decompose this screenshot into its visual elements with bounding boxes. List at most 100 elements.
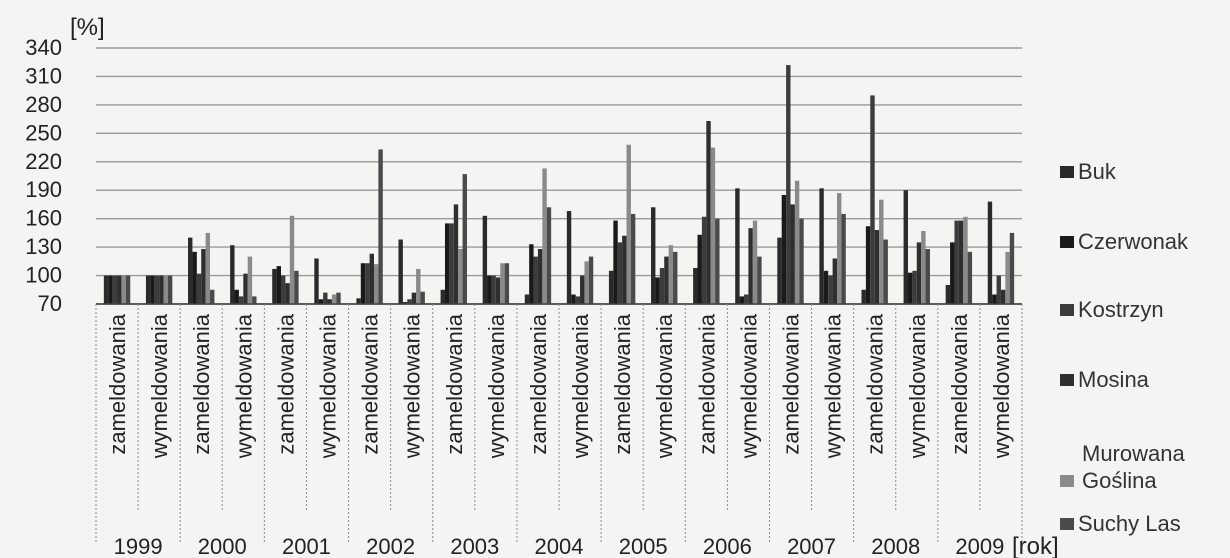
y-tick-label-280: 280	[25, 92, 62, 117]
bar-kostrzyn-0	[112, 275, 118, 304]
bar-murowana-golina-0	[121, 275, 126, 304]
bar-buk-13	[651, 207, 656, 304]
bar-suchy-las-4	[294, 270, 299, 304]
bar-kostrzyn-1	[154, 275, 160, 304]
bar-buk-16	[777, 237, 782, 304]
bar-murowana-golina-1	[163, 275, 168, 304]
category-label-1: wymeldowania	[147, 313, 172, 459]
category-label-7: wymeldowania	[400, 313, 425, 459]
y-tick-label-160: 160	[25, 206, 62, 231]
bar-murowana-golina-13	[668, 245, 674, 304]
year-label-2009: 2009	[955, 534, 1004, 558]
bar-czerwonak-13	[655, 277, 660, 304]
x-axis-label: [rok]	[1012, 533, 1059, 558]
bar-suchy-las-14	[715, 218, 720, 304]
category-label-8: zameldowania	[442, 313, 467, 454]
bar-kostrzyn-19	[912, 270, 917, 304]
bar-suchy-las-1	[167, 275, 173, 304]
y-tick-label-220: 220	[25, 149, 62, 174]
bar-murowana-golina-3	[247, 256, 253, 304]
bar-mosina-5	[327, 299, 332, 304]
legend-label-suchy-las: Suchy Las	[1078, 511, 1181, 536]
legend-item-suchy-las: Suchy Las	[1060, 510, 1181, 537]
bar-murowana-golina-16	[794, 180, 800, 304]
legend-swatch-mosina	[1060, 374, 1074, 386]
bar-buk-18	[861, 289, 866, 304]
bar-buk-6	[356, 298, 361, 304]
bar-murowana-golina-20	[963, 216, 968, 304]
bar-buk-15	[735, 188, 740, 304]
legend-label-kostrzyn: Kostrzyn	[1078, 297, 1164, 322]
category-label-19: wymeldowania	[905, 313, 930, 459]
bar-suchy-las-9	[504, 263, 510, 304]
bar-suchy-las-0	[125, 275, 131, 304]
bar-murowana-golina-9	[500, 263, 505, 304]
bar-czerwonak-2	[192, 251, 197, 304]
bar-mosina-1	[159, 275, 164, 304]
category-label-9: wymeldowania	[484, 313, 509, 459]
bar-czerwonak-0	[108, 275, 113, 304]
bar-buk-7	[398, 239, 403, 304]
bar-suchy-las-7	[420, 291, 425, 304]
bar-suchy-las-6	[378, 149, 383, 304]
legend-item-murowana-goslina: Murowana Goślina	[1060, 440, 1230, 494]
bar-suchy-las-18	[883, 239, 888, 304]
bar-suchy-las-20	[967, 251, 973, 304]
bar-buk-19	[903, 190, 908, 304]
bar-mosina-8	[453, 204, 459, 304]
bar-suchy-las-5	[336, 292, 341, 304]
bar-murowana-golina-6	[373, 264, 379, 304]
legend-swatch-murowana-goslina	[1060, 475, 1074, 487]
category-label-3: wymeldowania	[231, 313, 256, 459]
legend-swatch-kostrzyn	[1060, 304, 1074, 316]
bar-suchy-las-12	[630, 213, 636, 304]
bar-suchy-las-11	[588, 256, 594, 304]
bar-czerwonak-5	[318, 299, 324, 304]
bar-kostrzyn-15	[744, 294, 749, 304]
bar-murowana-golina-18	[879, 199, 884, 304]
bar-mosina-3	[243, 273, 248, 304]
bar-suchy-las-17	[841, 213, 846, 304]
category-label-15: wymeldowania	[736, 313, 761, 459]
category-label-13: wymeldowania	[652, 313, 677, 459]
year-label-1999: 1999	[114, 534, 163, 558]
bar-buk-0	[103, 275, 109, 304]
bar-buk-3	[230, 245, 235, 304]
year-label-2007: 2007	[787, 534, 836, 558]
y-tick-label-100: 100	[25, 263, 62, 288]
bar-murowana-golina-12	[626, 144, 631, 304]
bar-buk-11	[566, 211, 572, 304]
bar-mosina-6	[369, 253, 374, 304]
bar-suchy-las-19	[925, 249, 930, 304]
year-label-2006: 2006	[703, 534, 752, 558]
bar-kostrzyn-7	[407, 299, 412, 304]
legend-swatch-czerwonak	[1060, 236, 1074, 248]
year-label-2000: 2000	[198, 534, 247, 558]
legend-swatch-buk	[1060, 166, 1074, 178]
bar-kostrzyn-2	[196, 273, 202, 304]
bar-mosina-16	[790, 204, 795, 304]
category-label-17: wymeldowania	[821, 313, 846, 459]
bar-kostrzyn-11	[575, 296, 581, 304]
bar-kostrzyn-13	[659, 267, 665, 304]
bar-mosina-21	[1000, 289, 1006, 304]
bar-czerwonak-20	[950, 242, 955, 304]
bar-mosina-7	[411, 292, 417, 304]
y-axis-label: [%]	[70, 14, 105, 41]
legend-item-mosina: Mosina	[1060, 366, 1149, 393]
bar-kostrzyn-4	[281, 275, 286, 304]
category-label-14: zameldowania	[694, 313, 719, 454]
category-label-4: zameldowania	[273, 313, 298, 454]
legend-item-buk: Buk	[1060, 158, 1116, 185]
bars	[103, 65, 1015, 304]
bar-kostrzyn-17	[828, 275, 833, 304]
y-tick-label-70: 70	[38, 291, 62, 316]
bar-czerwonak-17	[823, 270, 829, 304]
bar-suchy-las-10	[546, 207, 552, 304]
bar-mosina-4	[285, 283, 290, 304]
bar-czerwonak-8	[444, 223, 450, 304]
category-label-10: zameldowania	[526, 313, 551, 454]
bar-buk-1	[145, 275, 151, 304]
bar-kostrzyn-5	[323, 292, 328, 304]
